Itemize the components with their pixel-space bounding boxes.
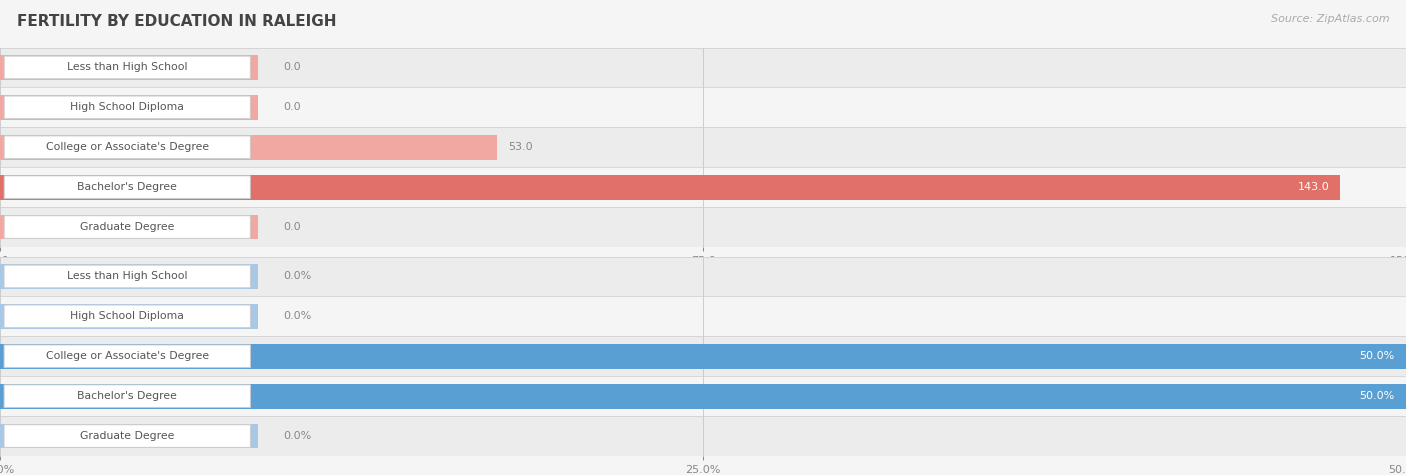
Text: Bachelor's Degree: Bachelor's Degree: [77, 182, 177, 192]
Text: 53.0: 53.0: [508, 142, 533, 152]
Bar: [0, 256, 1406, 296]
Bar: [0, 264, 259, 289]
Bar: [0, 215, 259, 239]
Bar: [0, 424, 259, 448]
Text: Source: ZipAtlas.com: Source: ZipAtlas.com: [1271, 14, 1389, 24]
Text: College or Associate's Degree: College or Associate's Degree: [45, 351, 209, 361]
Text: Less than High School: Less than High School: [67, 62, 187, 73]
FancyBboxPatch shape: [4, 56, 250, 79]
Text: 0.0: 0.0: [283, 222, 301, 232]
Text: High School Diploma: High School Diploma: [70, 311, 184, 322]
Bar: [0, 135, 496, 160]
Bar: [0, 48, 1406, 87]
Text: 0.0: 0.0: [283, 62, 301, 73]
Text: 0.0%: 0.0%: [283, 311, 311, 322]
Bar: [0, 207, 1406, 247]
Text: 0.0: 0.0: [283, 102, 301, 113]
Text: 50.0%: 50.0%: [1360, 391, 1395, 401]
FancyBboxPatch shape: [4, 305, 250, 328]
FancyBboxPatch shape: [4, 216, 250, 238]
Bar: [0, 87, 1406, 127]
Text: 143.0: 143.0: [1298, 182, 1329, 192]
Text: Graduate Degree: Graduate Degree: [80, 222, 174, 232]
Text: FERTILITY BY EDUCATION IN RALEIGH: FERTILITY BY EDUCATION IN RALEIGH: [17, 14, 336, 29]
Bar: [0, 344, 1406, 369]
Bar: [0, 127, 1406, 167]
Text: Bachelor's Degree: Bachelor's Degree: [77, 391, 177, 401]
FancyBboxPatch shape: [4, 96, 250, 119]
Text: Less than High School: Less than High School: [67, 271, 187, 282]
Bar: [0, 95, 259, 120]
FancyBboxPatch shape: [4, 345, 250, 368]
Text: 0.0%: 0.0%: [283, 271, 311, 282]
Text: High School Diploma: High School Diploma: [70, 102, 184, 113]
Text: 0.0%: 0.0%: [283, 431, 311, 441]
FancyBboxPatch shape: [4, 425, 250, 447]
Bar: [0, 416, 1406, 456]
Bar: [0, 336, 1406, 376]
Bar: [0, 55, 259, 80]
Bar: [0, 376, 1406, 416]
FancyBboxPatch shape: [4, 136, 250, 159]
Bar: [0, 296, 1406, 336]
Text: 50.0%: 50.0%: [1360, 351, 1395, 361]
Bar: [0, 384, 1406, 408]
Bar: [0, 304, 259, 329]
Bar: [0, 167, 1406, 207]
Text: College or Associate's Degree: College or Associate's Degree: [45, 142, 209, 152]
FancyBboxPatch shape: [4, 176, 250, 199]
Bar: [0, 175, 1340, 199]
FancyBboxPatch shape: [4, 385, 250, 408]
Text: Graduate Degree: Graduate Degree: [80, 431, 174, 441]
FancyBboxPatch shape: [4, 265, 250, 288]
